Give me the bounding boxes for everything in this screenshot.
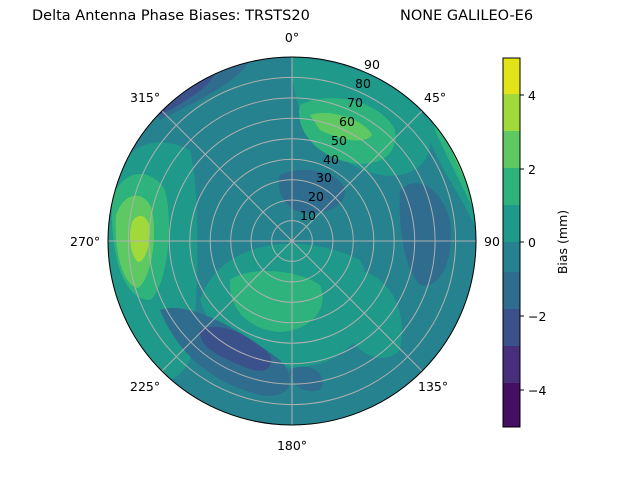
angle-label-0: 0° [285,30,299,45]
radial-label-60: 60 [339,114,355,129]
angle-label-180: 180° [277,438,307,453]
angular-tick-labels: 0° 45° 90 135° 180° 225° 270° 315° [70,30,500,453]
chart-title-left: Delta Antenna Phase Biases: TRSTS20 [32,8,310,24]
angle-label-135: 135° [418,379,448,394]
angle-label-315: 315° [130,90,160,105]
radial-label-30: 30 [316,170,332,185]
colorbar-tick-0: 0 [528,235,536,250]
radial-label-90: 90 [364,57,380,72]
chart-title-right: NONE GALILEO-E6 [400,8,534,24]
radial-label-80: 80 [355,76,371,91]
angle-label-270: 270° [70,234,100,249]
polar-frame [107,56,477,426]
colorbar-tick-neg4: −4 [528,383,546,398]
angle-label-225: 225° [130,379,160,394]
angle-label-45: 45° [424,90,446,105]
radial-tick-labels: 10 20 30 40 50 60 70 80 90 [300,57,380,223]
colorbar-tick-4: 4 [528,88,536,103]
colorbar-tick-2: 2 [528,162,536,177]
radial-label-50: 50 [331,133,347,148]
contour-field [108,57,476,425]
radial-grid [108,57,476,425]
angle-label-90: 90 [484,234,500,249]
colorbar-tick-neg2: −2 [528,309,546,324]
radial-label-10: 10 [300,208,316,223]
radial-label-20: 20 [308,189,324,204]
colorbar: 4 2 0 −2 −4 Bias (mm) [502,57,570,428]
radial-label-70: 70 [347,95,363,110]
colorbar-label: Bias (mm) [555,210,570,274]
radial-label-40: 40 [323,152,339,167]
